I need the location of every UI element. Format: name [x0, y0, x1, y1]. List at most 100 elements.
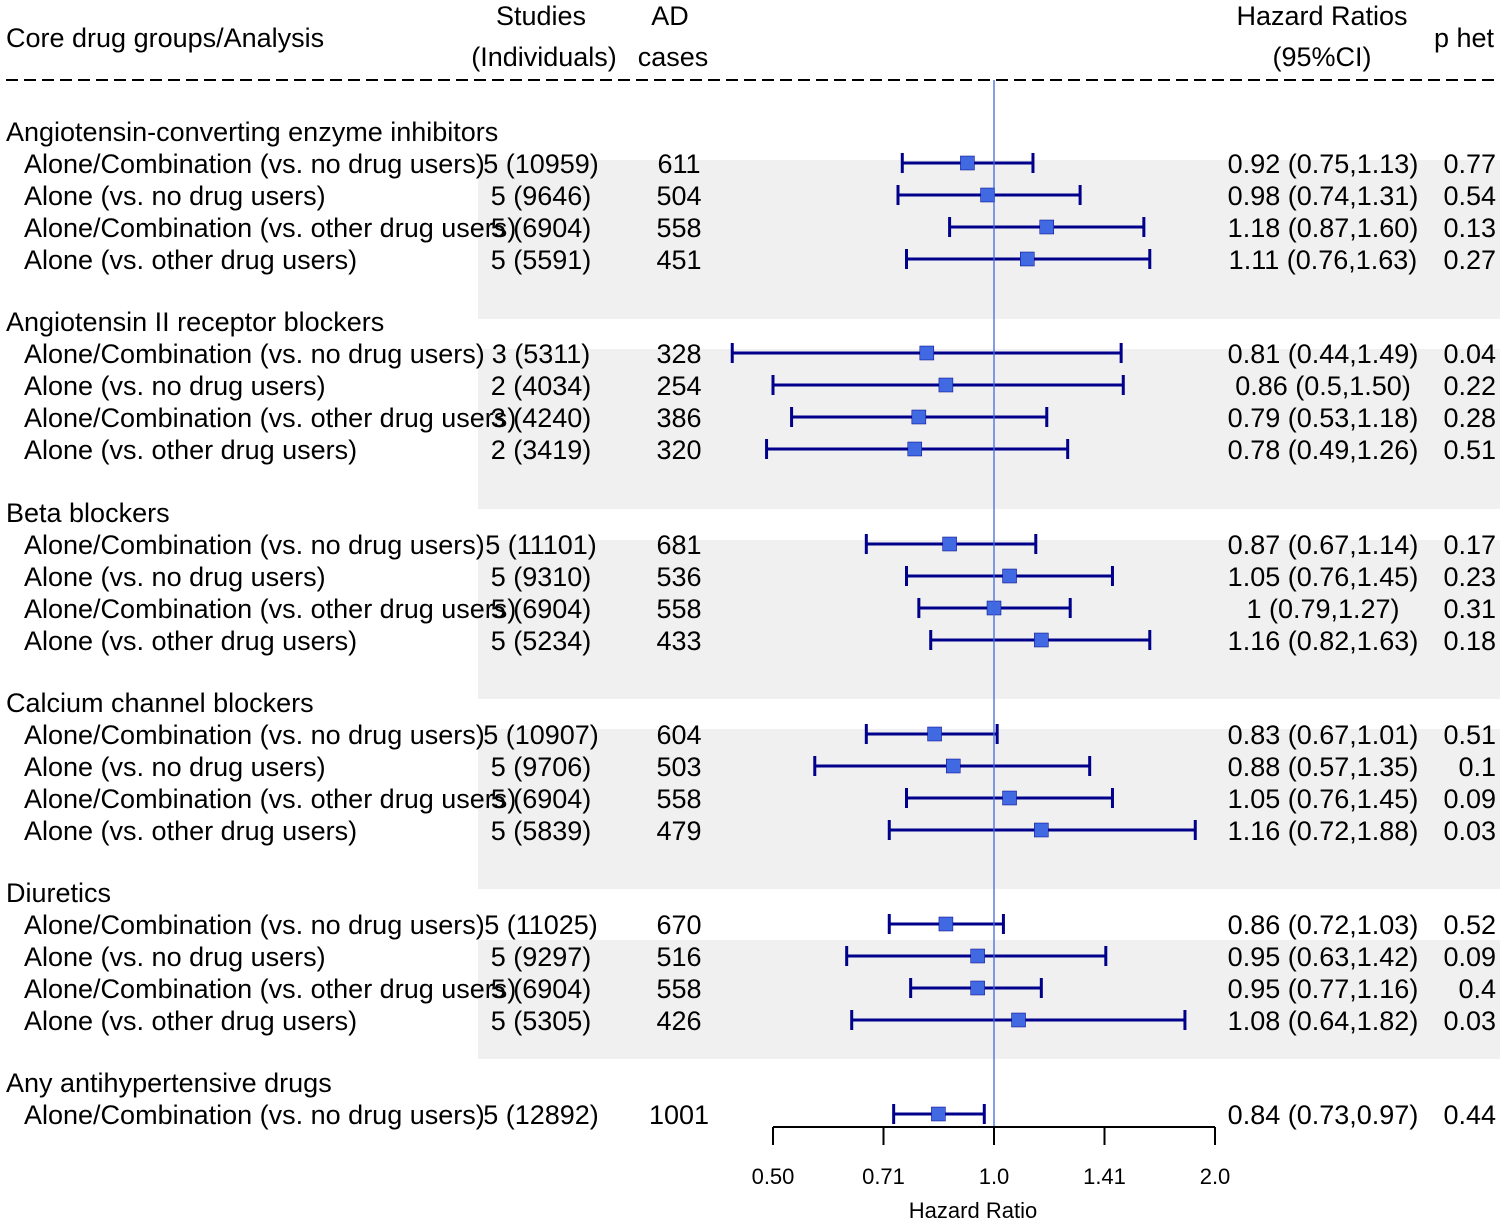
- row-label: Alone/Combination (vs. other drug users): [24, 594, 516, 624]
- row-label: Alone/Combination (vs. other drug users): [24, 403, 516, 433]
- row-hr-ci: 1.08 (0.64,1.82): [1228, 1006, 1419, 1036]
- row-p-het: 0.23: [1443, 562, 1496, 592]
- row-studies: 3 (5311): [492, 339, 591, 369]
- row-studies: 5 (9646): [491, 181, 592, 211]
- point-estimate: [970, 980, 985, 996]
- group-title: Angiotensin II receptor blockers: [6, 307, 384, 337]
- point-estimate: [907, 441, 923, 457]
- row-label: Alone (vs. no drug users): [24, 371, 326, 401]
- row-studies: 5 (12892): [483, 1100, 599, 1130]
- row-p-het: 0.54: [1443, 181, 1496, 211]
- x-tick-label: 0.71: [862, 1164, 905, 1189]
- header-cases: cases: [638, 42, 709, 72]
- row-hr-ci: 0.87 (0.67,1.14): [1228, 530, 1419, 560]
- row-label: Alone (vs. other drug users): [24, 816, 357, 846]
- row-hr-ci: 0.79 (0.53,1.18): [1228, 403, 1419, 433]
- row-studies: 3 (4240): [491, 403, 592, 433]
- row-hr-ci: 1 (0.79,1.27): [1246, 594, 1399, 624]
- row-studies: 5 (10959): [483, 149, 599, 179]
- row-studies: 2 (4034): [491, 371, 592, 401]
- row-studies: 5 (6904): [491, 784, 592, 814]
- group-title: Any antihypertensive drugs: [6, 1068, 332, 1098]
- row-ad-cases: 558: [656, 213, 701, 243]
- row-hr-ci: 0.95 (0.63,1.42): [1228, 942, 1419, 972]
- header-p-het: p het: [1434, 23, 1495, 53]
- group-title: Beta blockers: [6, 498, 170, 528]
- row-band: [478, 349, 1500, 509]
- x-tick-label: 1.0: [979, 1164, 1010, 1189]
- row-ad-cases: 451: [656, 245, 701, 275]
- row-hr-ci: 1.16 (0.82,1.63): [1228, 626, 1419, 656]
- row-label: Alone/Combination (vs. no drug users): [24, 149, 485, 179]
- x-axis-title: Hazard Ratio: [909, 1198, 1037, 1223]
- row-studies: 5 (11025): [484, 910, 598, 940]
- row-p-het: 0.27: [1443, 245, 1496, 275]
- row-hr-ci: 0.92 (0.75,1.13): [1228, 149, 1419, 179]
- row-hr-ci: 0.81 (0.44,1.49): [1228, 339, 1419, 369]
- x-tick-label: 1.41: [1083, 1164, 1126, 1189]
- point-estimate: [931, 1106, 946, 1122]
- point-estimate: [1002, 568, 1017, 584]
- row-hr-ci: 1.11 (0.76,1.63): [1229, 245, 1418, 275]
- row-p-het: 0.18: [1443, 626, 1496, 656]
- point-estimate: [1002, 790, 1017, 806]
- point-estimate: [911, 409, 927, 425]
- row-p-het: 0.17: [1443, 530, 1496, 560]
- row-ad-cases: 254: [656, 371, 701, 401]
- row-studies: 5 (6904): [491, 594, 592, 624]
- row-label: Alone (vs. no drug users): [24, 562, 326, 592]
- row-ad-cases: 681: [656, 530, 701, 560]
- row-ad-cases: 670: [656, 910, 701, 940]
- row-hr-ci: 1.05 (0.76,1.45): [1228, 784, 1419, 814]
- row-ad-cases: 386: [656, 403, 701, 433]
- row-label: Alone/Combination (vs. no drug users): [24, 530, 485, 560]
- row-hr-ci: 0.98 (0.74,1.31): [1228, 181, 1419, 211]
- row-ad-cases: 536: [656, 562, 701, 592]
- row-hr-ci: 1.16 (0.72,1.88): [1228, 816, 1419, 846]
- row-label: Alone/Combination (vs. no drug users): [24, 910, 485, 940]
- row-label: Alone/Combination (vs. no drug users): [24, 1100, 485, 1130]
- row-p-het: 0.22: [1443, 371, 1496, 401]
- row-studies: 5 (10907): [483, 720, 599, 750]
- row-label: Alone (vs. other drug users): [24, 1006, 357, 1036]
- header-studies: Studies: [496, 1, 586, 31]
- row-label: Alone/Combination (vs. other drug users): [24, 784, 516, 814]
- row-hr-ci: 1.18 (0.87,1.60): [1228, 213, 1419, 243]
- row-studies: 5 (6904): [491, 974, 592, 1004]
- x-tick-label: 2.0: [1200, 1164, 1231, 1189]
- row-ad-cases: 604: [656, 720, 701, 750]
- row-p-het: 0.28: [1443, 403, 1496, 433]
- row-ad-cases: 611: [657, 149, 700, 179]
- row-p-het: 0.03: [1443, 1006, 1496, 1036]
- point-estimate: [942, 536, 957, 552]
- row-p-het: 0.31: [1443, 594, 1496, 624]
- row-p-het: 0.51: [1443, 435, 1496, 465]
- row-label: Alone (vs. other drug users): [24, 435, 357, 465]
- row-hr-ci: 0.84 (0.73,0.97): [1228, 1100, 1419, 1130]
- row-ad-cases: 516: [656, 942, 701, 972]
- row-label: Alone/Combination (vs. other drug users): [24, 213, 516, 243]
- row-studies: 5 (5305): [491, 1006, 592, 1036]
- row-ad-cases: 479: [656, 816, 701, 846]
- row-studies: 5 (9310): [491, 562, 592, 592]
- point-estimate: [919, 345, 935, 361]
- row-label: Alone (vs. no drug users): [24, 942, 326, 972]
- row-label: Alone (vs. other drug users): [24, 626, 357, 656]
- row-band: [478, 729, 1500, 889]
- row-p-het: 0.44: [1443, 1100, 1496, 1130]
- row-ad-cases: 558: [656, 784, 701, 814]
- row-ad-cases: 426: [656, 1006, 701, 1036]
- row-studies: 5 (9297): [491, 942, 592, 972]
- row-hr-ci: 0.78 (0.49,1.26): [1228, 435, 1419, 465]
- point-estimate: [960, 155, 975, 171]
- header-analysis: Core drug groups/Analysis: [6, 23, 324, 53]
- point-estimate: [1011, 1012, 1026, 1028]
- row-hr-ci: 0.83 (0.67,1.01): [1228, 720, 1419, 750]
- point-estimate: [970, 948, 985, 964]
- group-title: Diuretics: [6, 878, 111, 908]
- point-estimate: [980, 187, 995, 203]
- row-ad-cases: 504: [656, 181, 701, 211]
- row-studies: 5 (9706): [491, 752, 592, 782]
